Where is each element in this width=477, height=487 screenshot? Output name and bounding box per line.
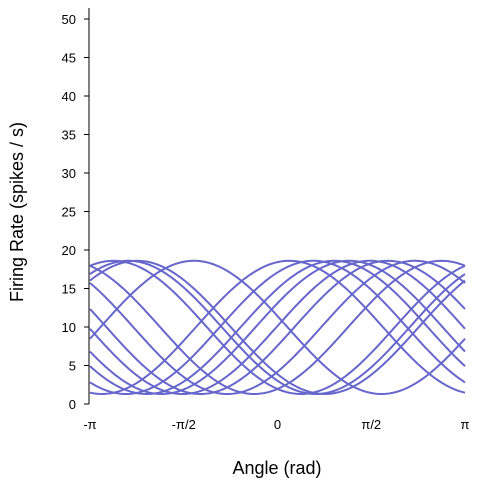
y-tick-label: 45: [62, 51, 76, 66]
series-line-10: [89, 259, 466, 395]
x-tick-label: -π/2: [172, 417, 196, 432]
y-ticks: 0 5 10 15 20 25 30 35 40 45 50: [62, 12, 89, 412]
series-lines: [89, 259, 466, 395]
x-tick-label: π/2: [361, 417, 381, 432]
series-line-4: [89, 259, 466, 395]
y-tick-label: 25: [62, 205, 76, 220]
x-axis-label: Angle (rad): [232, 458, 321, 478]
y-tick-label: 40: [62, 89, 76, 104]
y-tick-label: 0: [69, 397, 76, 412]
y-tick-label: 20: [62, 243, 76, 258]
y-tick-label: 10: [62, 320, 76, 335]
series-line-11: [89, 259, 466, 395]
y-tick-label: 50: [62, 12, 76, 27]
series-line-6: [89, 259, 466, 395]
y-tick-label: 35: [62, 128, 76, 143]
series-line-3: [89, 259, 466, 395]
series-line-8: [89, 259, 466, 395]
y-tick-label: 15: [62, 282, 76, 297]
series-line-9: [89, 259, 466, 395]
y-axis-label: Firing Rate (spikes / s): [7, 122, 27, 302]
series-line-0: [89, 259, 466, 395]
y-tick-label: 5: [69, 359, 76, 374]
y-axis: 0 5 10 15 20 25 30 35 40 45 50: [62, 8, 90, 412]
y-tick-label: 30: [62, 166, 76, 181]
x-tick-label: 0: [274, 417, 281, 432]
x-tick-label: -π: [83, 417, 96, 432]
x-ticks: -π -π/2 0 π/2 π: [83, 417, 469, 432]
series-line-1: [89, 259, 466, 395]
x-tick-label: π: [461, 417, 470, 432]
x-axis: -π -π/2 0 π/2 π: [83, 417, 469, 432]
